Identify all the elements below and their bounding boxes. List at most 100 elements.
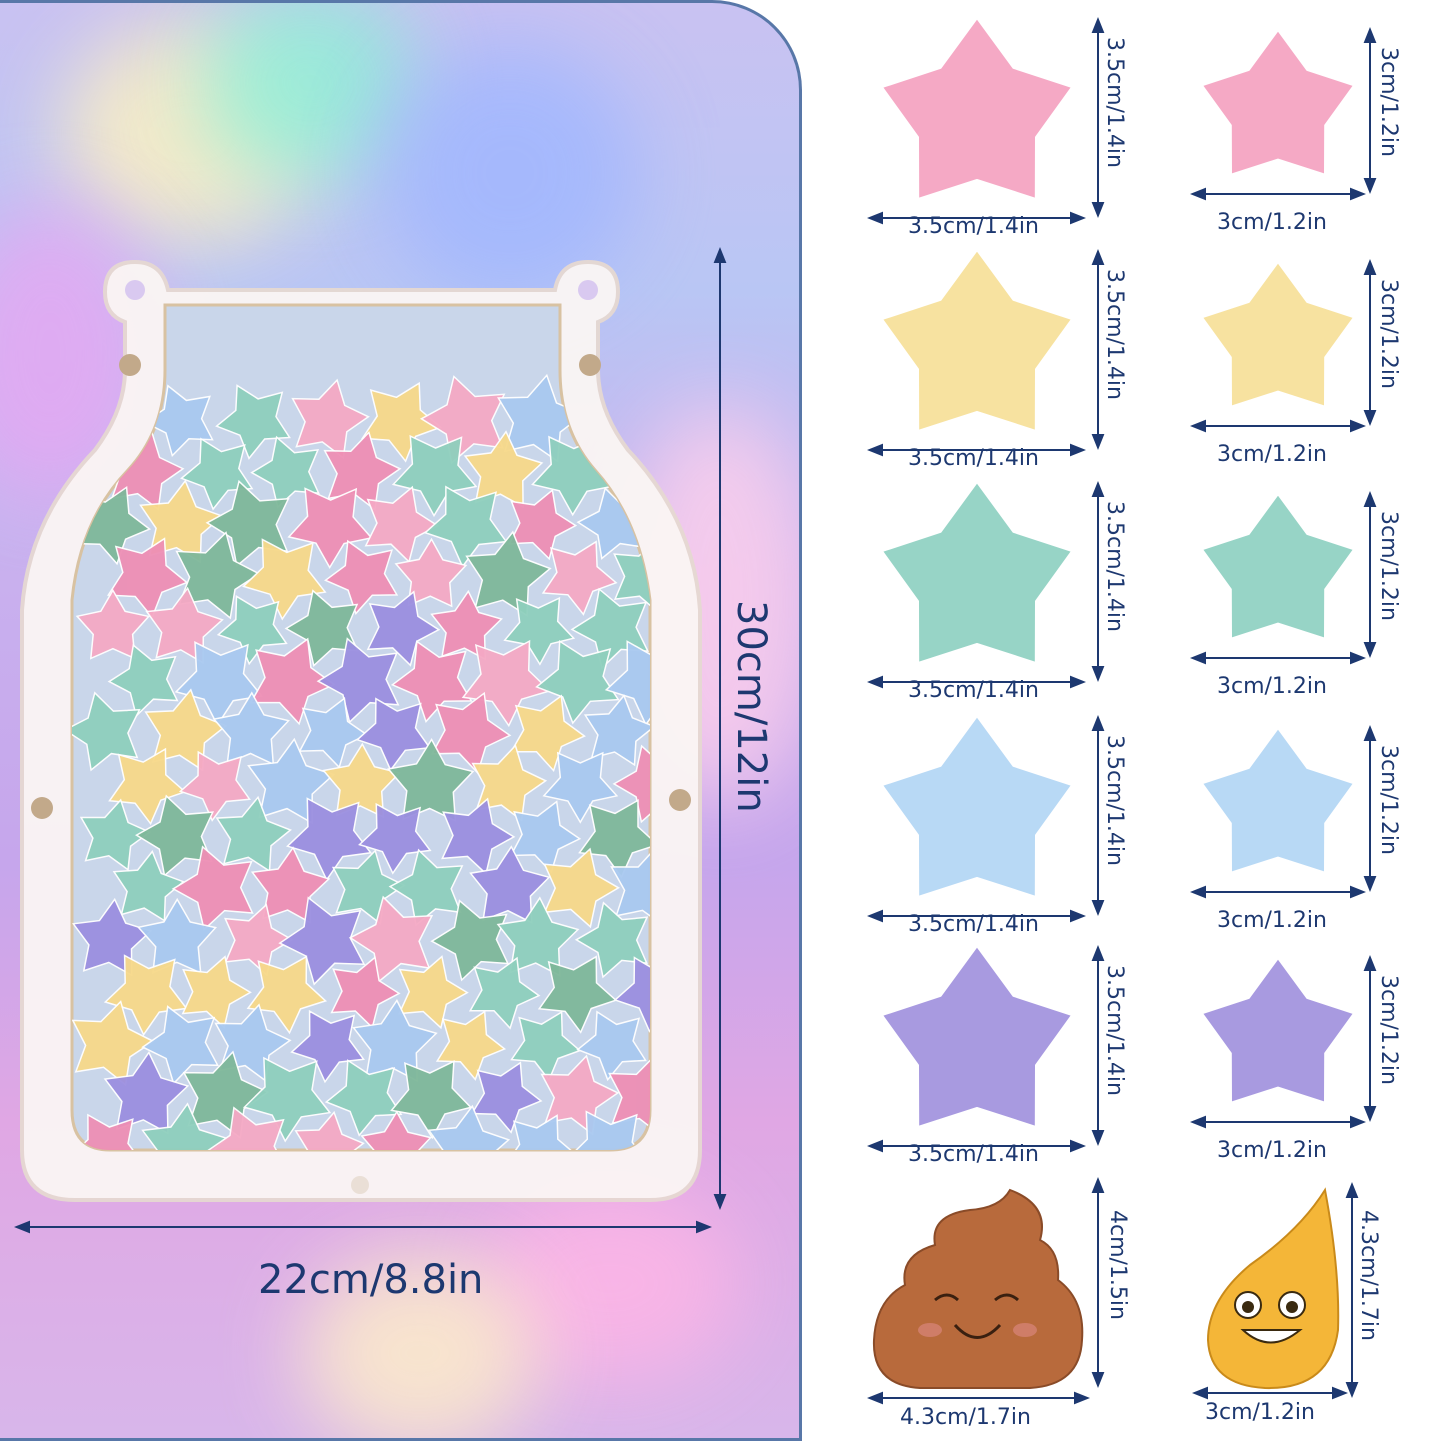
- jar-star: [397, 955, 469, 1030]
- star-piece: [880, 249, 1074, 432]
- jar-star: [604, 640, 650, 727]
- star-piece: [1200, 493, 1356, 640]
- jar-star: [72, 1113, 144, 1150]
- jar-star: [364, 485, 440, 564]
- jar-star: [330, 955, 401, 1029]
- drop-emoji-piece: [1206, 1187, 1340, 1390]
- jar-star: [216, 594, 288, 666]
- jar-star: [419, 375, 506, 465]
- piece-width-label: 4.3cm/1.7in: [900, 1405, 1031, 1430]
- jar-star: [610, 845, 650, 928]
- jar-star: [542, 751, 619, 824]
- jar-star: [246, 955, 328, 1035]
- piece-width-label: 3cm/1.2in: [1217, 1138, 1327, 1163]
- jar-star: [423, 485, 508, 569]
- jar-star: [468, 956, 541, 1030]
- jar-star: [537, 955, 618, 1034]
- jar-star: [171, 845, 254, 932]
- jar-star: [386, 738, 475, 823]
- jar-star: [388, 848, 464, 927]
- poop-emoji-piece: [872, 1188, 1084, 1389]
- jar-star: [613, 956, 650, 1033]
- jar-star: [430, 691, 512, 775]
- jar-star: [470, 1061, 543, 1134]
- jar-star: [430, 589, 503, 661]
- jar-star: [463, 430, 544, 509]
- jar-star: [471, 744, 548, 822]
- jar-star: [103, 954, 188, 1037]
- jar-star: [72, 691, 141, 772]
- star-piece: [1200, 727, 1356, 874]
- jar-width-label: 22cm/8.8in: [258, 1257, 484, 1303]
- piece-width-label: 3.5cm/1.4in: [908, 912, 1039, 937]
- jar-star: [348, 895, 434, 983]
- piece-height-label: 4cm/1.5in: [1105, 1210, 1130, 1320]
- jar-star: [469, 845, 551, 924]
- jar-star: [75, 588, 151, 660]
- jar-height-label: 30cm/12in: [728, 600, 774, 813]
- jar-star: [212, 691, 290, 766]
- jar-star: [608, 1053, 650, 1137]
- jar-star: [181, 955, 252, 1029]
- star-piece: [1200, 29, 1356, 176]
- piece-width-label: 3cm/1.2in: [1205, 1400, 1315, 1425]
- jar-star: [441, 797, 516, 876]
- jar-star: [465, 530, 552, 617]
- jar-star: [427, 1104, 511, 1150]
- jar-star: [103, 1051, 190, 1135]
- jar-star: [574, 901, 649, 979]
- piece-height-label: 3.5cm/1.4in: [1102, 269, 1127, 400]
- jar-star: [205, 1106, 289, 1150]
- jar-star: [360, 1110, 433, 1150]
- jar-star: [298, 697, 369, 769]
- jar-star: [391, 434, 478, 518]
- jar-star: [175, 531, 261, 620]
- piece-height-label: 3cm/1.2in: [1376, 511, 1401, 621]
- jar-star: [223, 903, 294, 977]
- jar-star: [107, 643, 179, 718]
- jar-star: [435, 1010, 507, 1081]
- jar-star: [180, 437, 254, 511]
- piece-width-label: 3.5cm/1.4in: [908, 1142, 1039, 1167]
- piece-height-label: 3.5cm/1.4in: [1102, 37, 1127, 168]
- jar-star: [136, 897, 218, 975]
- piece-width-label: 3cm/1.2in: [1217, 674, 1327, 699]
- jar-star: [510, 1010, 582, 1082]
- piece-width-label: 3.5cm/1.4in: [908, 446, 1039, 471]
- piece-height-label: 3.5cm/1.4in: [1102, 501, 1127, 632]
- jar-star: [291, 378, 370, 460]
- piece-width-label: 3.5cm/1.4in: [908, 678, 1039, 703]
- jar-star: [540, 1054, 620, 1136]
- jar-star: [294, 1110, 365, 1150]
- jar-star: [174, 641, 264, 727]
- jar-star: [290, 1009, 365, 1084]
- jar-star: [287, 487, 373, 569]
- jar-star: [242, 1056, 332, 1143]
- jar-star: [106, 537, 189, 619]
- jar-star: [141, 1005, 219, 1085]
- star-piece: [880, 945, 1074, 1128]
- piece-height-label: 3cm/1.2in: [1376, 279, 1401, 389]
- piece-width-label: 3cm/1.2in: [1217, 908, 1327, 933]
- jar-star: [145, 586, 224, 665]
- jar-star: [215, 384, 291, 460]
- piece-width-label: 3.5cm/1.4in: [908, 214, 1039, 239]
- jar-star: [583, 694, 650, 767]
- jar-star: [182, 1050, 270, 1140]
- jar-star: [566, 1110, 650, 1150]
- piece-height-label: 3cm/1.2in: [1376, 745, 1401, 855]
- jar-star: [541, 540, 618, 616]
- star-piece: [1200, 957, 1356, 1104]
- piece-width-label: 3cm/1.2in: [1217, 210, 1327, 235]
- jar-stars: [72, 373, 650, 1150]
- jar-star: [504, 1114, 578, 1150]
- star-piece: [1200, 261, 1356, 408]
- piece-width-label: 3cm/1.2in: [1217, 442, 1327, 467]
- jar-star: [508, 488, 578, 561]
- piece-height-label: 3.5cm/1.4in: [1102, 735, 1127, 866]
- jar-star: [578, 799, 650, 879]
- jar-star: [108, 747, 187, 826]
- jar-star: [331, 849, 406, 926]
- jar-star: [509, 800, 582, 874]
